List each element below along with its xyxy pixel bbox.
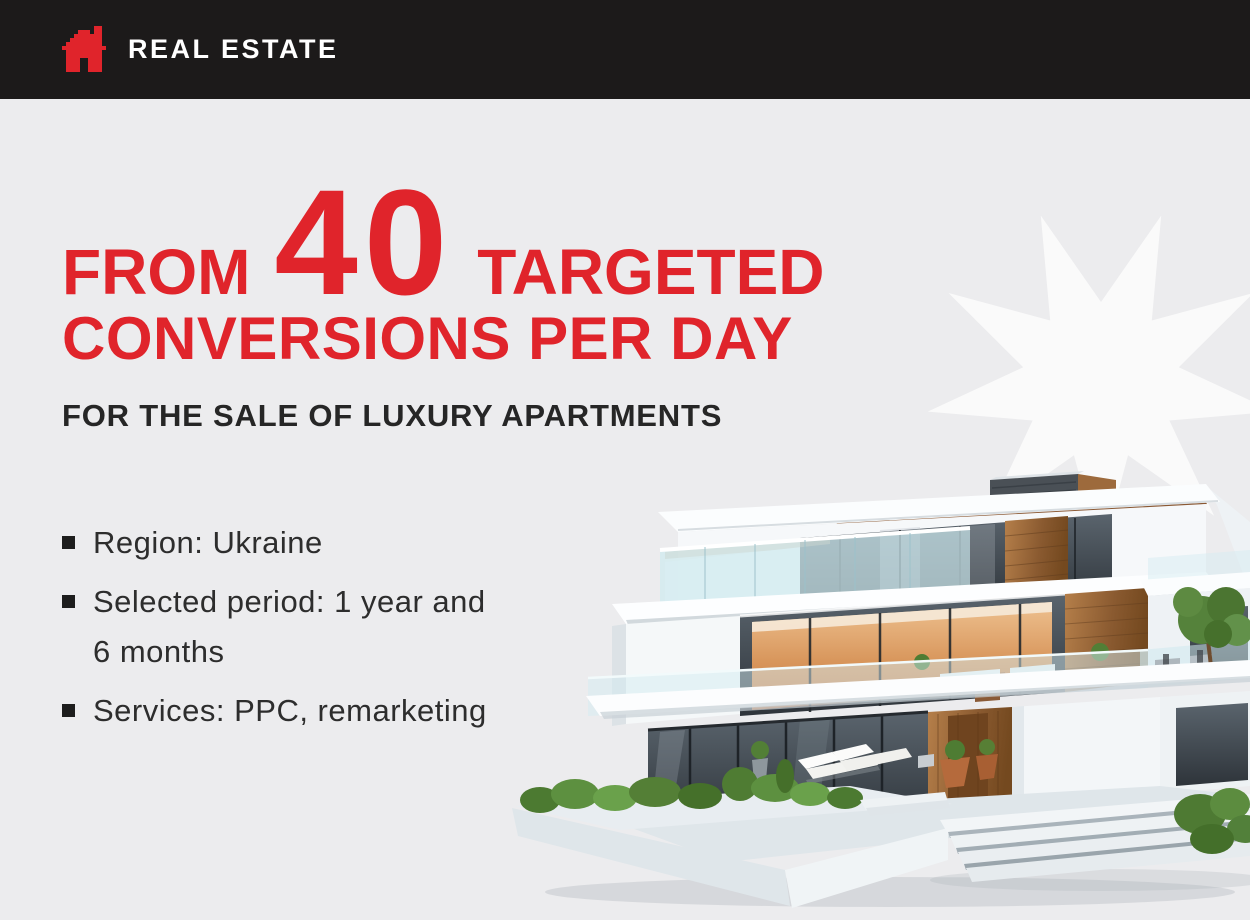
brand-title: REAL ESTATE — [128, 34, 339, 64]
headline-line2: CONVERSIONS PER DAY — [62, 305, 793, 372]
steps — [860, 792, 1250, 882]
header-bar: REAL ESTATE — [0, 0, 1250, 99]
details-list: Region: Ukraine Selected period: 1 year … — [62, 518, 487, 736]
terrace — [604, 739, 1250, 862]
list-item-services: Services: PPC, remarketing — [62, 686, 487, 736]
starburst-icon — [927, 215, 1250, 557]
tree — [1173, 587, 1250, 679]
house-illustration — [512, 471, 1250, 908]
planter-base — [512, 759, 952, 908]
list-item-text: Services: PPC, remarketing — [93, 693, 487, 728]
headline-suffix: TARGETED — [477, 236, 825, 308]
headline-prefix: FROM — [62, 236, 251, 308]
house-lower-slab — [586, 660, 1250, 719]
list-item-text: Selected period: 1 year and 6 months — [93, 584, 486, 669]
subheadline: FOR THE SALE OF LUXURY APARTMENTS — [62, 398, 723, 433]
headline-number: 40 — [274, 158, 454, 326]
terracotta-planter — [940, 757, 970, 788]
square-bullet-icon — [62, 704, 75, 717]
greenery-right — [1174, 788, 1250, 854]
pixel-house-icon — [62, 26, 106, 72]
planter-wall-front — [785, 828, 948, 908]
headline: FROM 40 TARGETED — [62, 167, 825, 317]
square-bullet-icon — [62, 536, 75, 549]
list-item-period: Selected period: 1 year and 6 months — [62, 577, 487, 677]
list-item-text: Region: Ukraine — [93, 525, 323, 560]
house-right-gable — [1205, 485, 1250, 592]
planter-wall-left — [512, 808, 790, 906]
list-item-region: Region: Ukraine — [62, 518, 487, 568]
square-bullet-icon — [62, 595, 75, 608]
